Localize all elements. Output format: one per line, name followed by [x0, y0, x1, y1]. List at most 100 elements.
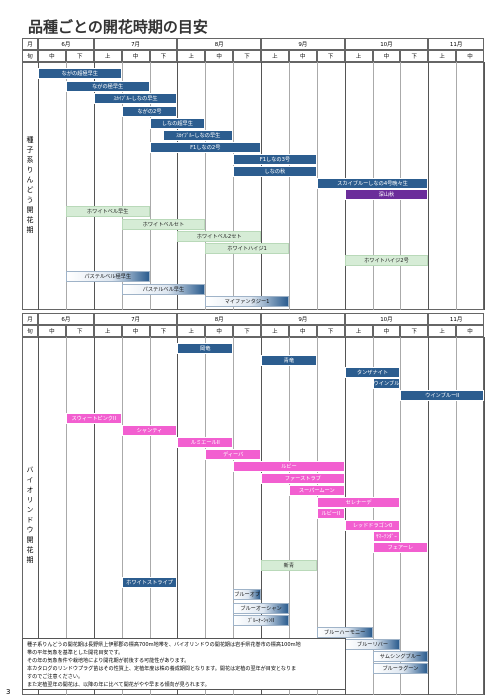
bar: ｻﾏｰﾃﾝﾀﾞｰ — [372, 531, 401, 542]
bar: フェアーレ — [372, 542, 429, 553]
month-label: 月 — [22, 313, 38, 325]
grid-line — [177, 337, 179, 695]
bar: 新青 — [261, 560, 317, 571]
grid-line — [288, 337, 290, 695]
bar: ホワイトベル早生 — [65, 206, 150, 217]
grid-line — [456, 62, 458, 310]
month-header: 10月 — [344, 38, 429, 50]
note-line: また定植翌年の開花は、以降の年に比べて開花がやや早まる傾向が見られます。 — [27, 682, 210, 688]
bar: ｽｶｲﾌﾞﾙｰしなの早生 — [93, 93, 178, 104]
jun-header: 中 — [372, 325, 401, 337]
month-header: 11月 — [428, 38, 484, 50]
grid-line — [428, 337, 430, 695]
grid-line — [400, 337, 402, 695]
grid-line — [121, 337, 123, 695]
bar: F1しなの2号 — [149, 142, 261, 153]
note-line: 帯の平年気象を基準とした開花目安です。 — [27, 650, 124, 656]
jun-header: 上 — [344, 325, 373, 337]
bar: ブルーラグーン — [372, 663, 429, 674]
jun-header: 上 — [261, 325, 289, 337]
note-line: 種子系りんどうの開花期は長野県上伊那郡の標高700m地帯を、バイオリンドウの開花… — [27, 642, 301, 648]
bar: レッドドラゴン0 — [344, 520, 401, 531]
jun-header: 中 — [38, 50, 66, 62]
jun-header: 上 — [177, 50, 206, 62]
jun-header: 下 — [149, 50, 178, 62]
jun-header: 下 — [233, 50, 261, 62]
bar: しなの秋 — [233, 166, 317, 177]
bar: ホワイトベル2セト — [177, 231, 261, 242]
jun-header: 上 — [428, 50, 457, 62]
jun-header: 上 — [428, 325, 457, 337]
bar: ブルーリバー — [344, 639, 401, 650]
bar: パステルベル極早生 — [65, 271, 150, 282]
grid-line — [121, 62, 123, 310]
bar: ルビー — [233, 461, 345, 472]
bar: スカイブルーしなの4号晩々生 — [316, 178, 429, 189]
month-header: 6月 — [38, 38, 94, 50]
bar: シャンティ — [121, 425, 178, 436]
month-header: 11月 — [428, 313, 484, 325]
jun-header: 上 — [344, 50, 373, 62]
bar: しなの超早生 — [149, 118, 206, 129]
grid-line — [205, 337, 207, 695]
bar: ウインブルー — [372, 378, 401, 389]
bar: ルミエールII — [177, 437, 234, 448]
jun-header: 下 — [65, 325, 94, 337]
grid-line — [428, 62, 430, 310]
jun-header: 中 — [121, 50, 150, 62]
bar: ホワイトハイジ2号 — [344, 255, 429, 266]
jun-label: 旬 — [22, 325, 38, 337]
jun-header: 下 — [316, 325, 345, 337]
note-line: すのでご注意ください。 — [27, 674, 84, 680]
grid-line — [38, 337, 39, 695]
grid-line — [456, 337, 458, 695]
bar: スーパームーン — [288, 485, 345, 496]
section-label: 種子系りんどう開花期 — [26, 136, 34, 236]
jun-header: 中 — [121, 325, 150, 337]
grid-line — [484, 62, 485, 310]
bar: マイファンタジー1 — [205, 296, 289, 307]
bar: ルビーII — [316, 508, 345, 519]
month-header: 7月 — [93, 38, 178, 50]
grid-line — [149, 337, 151, 695]
bar: ブルーオーシャン — [233, 603, 289, 614]
grid-line — [261, 62, 262, 310]
jun-header: 下 — [65, 50, 94, 62]
bar: ながの極早生 — [65, 81, 150, 92]
grid-line — [288, 62, 290, 310]
bar: ながの超極早生 — [38, 68, 122, 79]
bar: ながの2号 — [121, 106, 178, 117]
month-header: 8月 — [177, 38, 261, 50]
grid-line — [149, 62, 151, 310]
section-label: バイオリンドウ開花期 — [26, 466, 34, 566]
grid-line — [205, 62, 207, 310]
jun-header: 上 — [177, 325, 206, 337]
month-label: 月 — [22, 38, 38, 50]
bar: ディーバ — [205, 449, 261, 460]
grid-line — [233, 62, 235, 310]
grid-line — [38, 62, 39, 310]
grid-line — [177, 62, 179, 310]
jun-header: 上 — [93, 325, 122, 337]
grid-line — [261, 337, 262, 695]
jun-header: 下 — [233, 325, 261, 337]
bar: 岡竜 — [177, 343, 234, 354]
section-frame — [22, 337, 484, 695]
jun-label: 旬 — [22, 50, 38, 62]
notes: 種子系りんどうの開花期は長野県上伊那郡の標高700m地帯を、バイオリンドウの開花… — [22, 638, 346, 690]
jun-header: 中 — [205, 50, 234, 62]
grid-line — [372, 337, 374, 695]
grid-line — [484, 337, 485, 695]
bar: ﾌﾞﾙｰｵｰｼｬﾝII — [233, 615, 289, 626]
jun-header: 上 — [261, 50, 289, 62]
bar: サムシングブルー — [372, 651, 429, 662]
grid-line — [65, 62, 67, 310]
note-line: その年の気象条件や栽培地により開花期が前後する可能性があります。 — [27, 658, 190, 664]
grid-line — [344, 337, 346, 695]
grid-line — [93, 62, 95, 310]
bar: ホワイトベルセト — [121, 219, 206, 230]
title: 品種ごとの開花時期の目安 — [28, 18, 208, 36]
bar: 深山秋 — [344, 189, 429, 200]
jun-header: 中 — [288, 325, 317, 337]
